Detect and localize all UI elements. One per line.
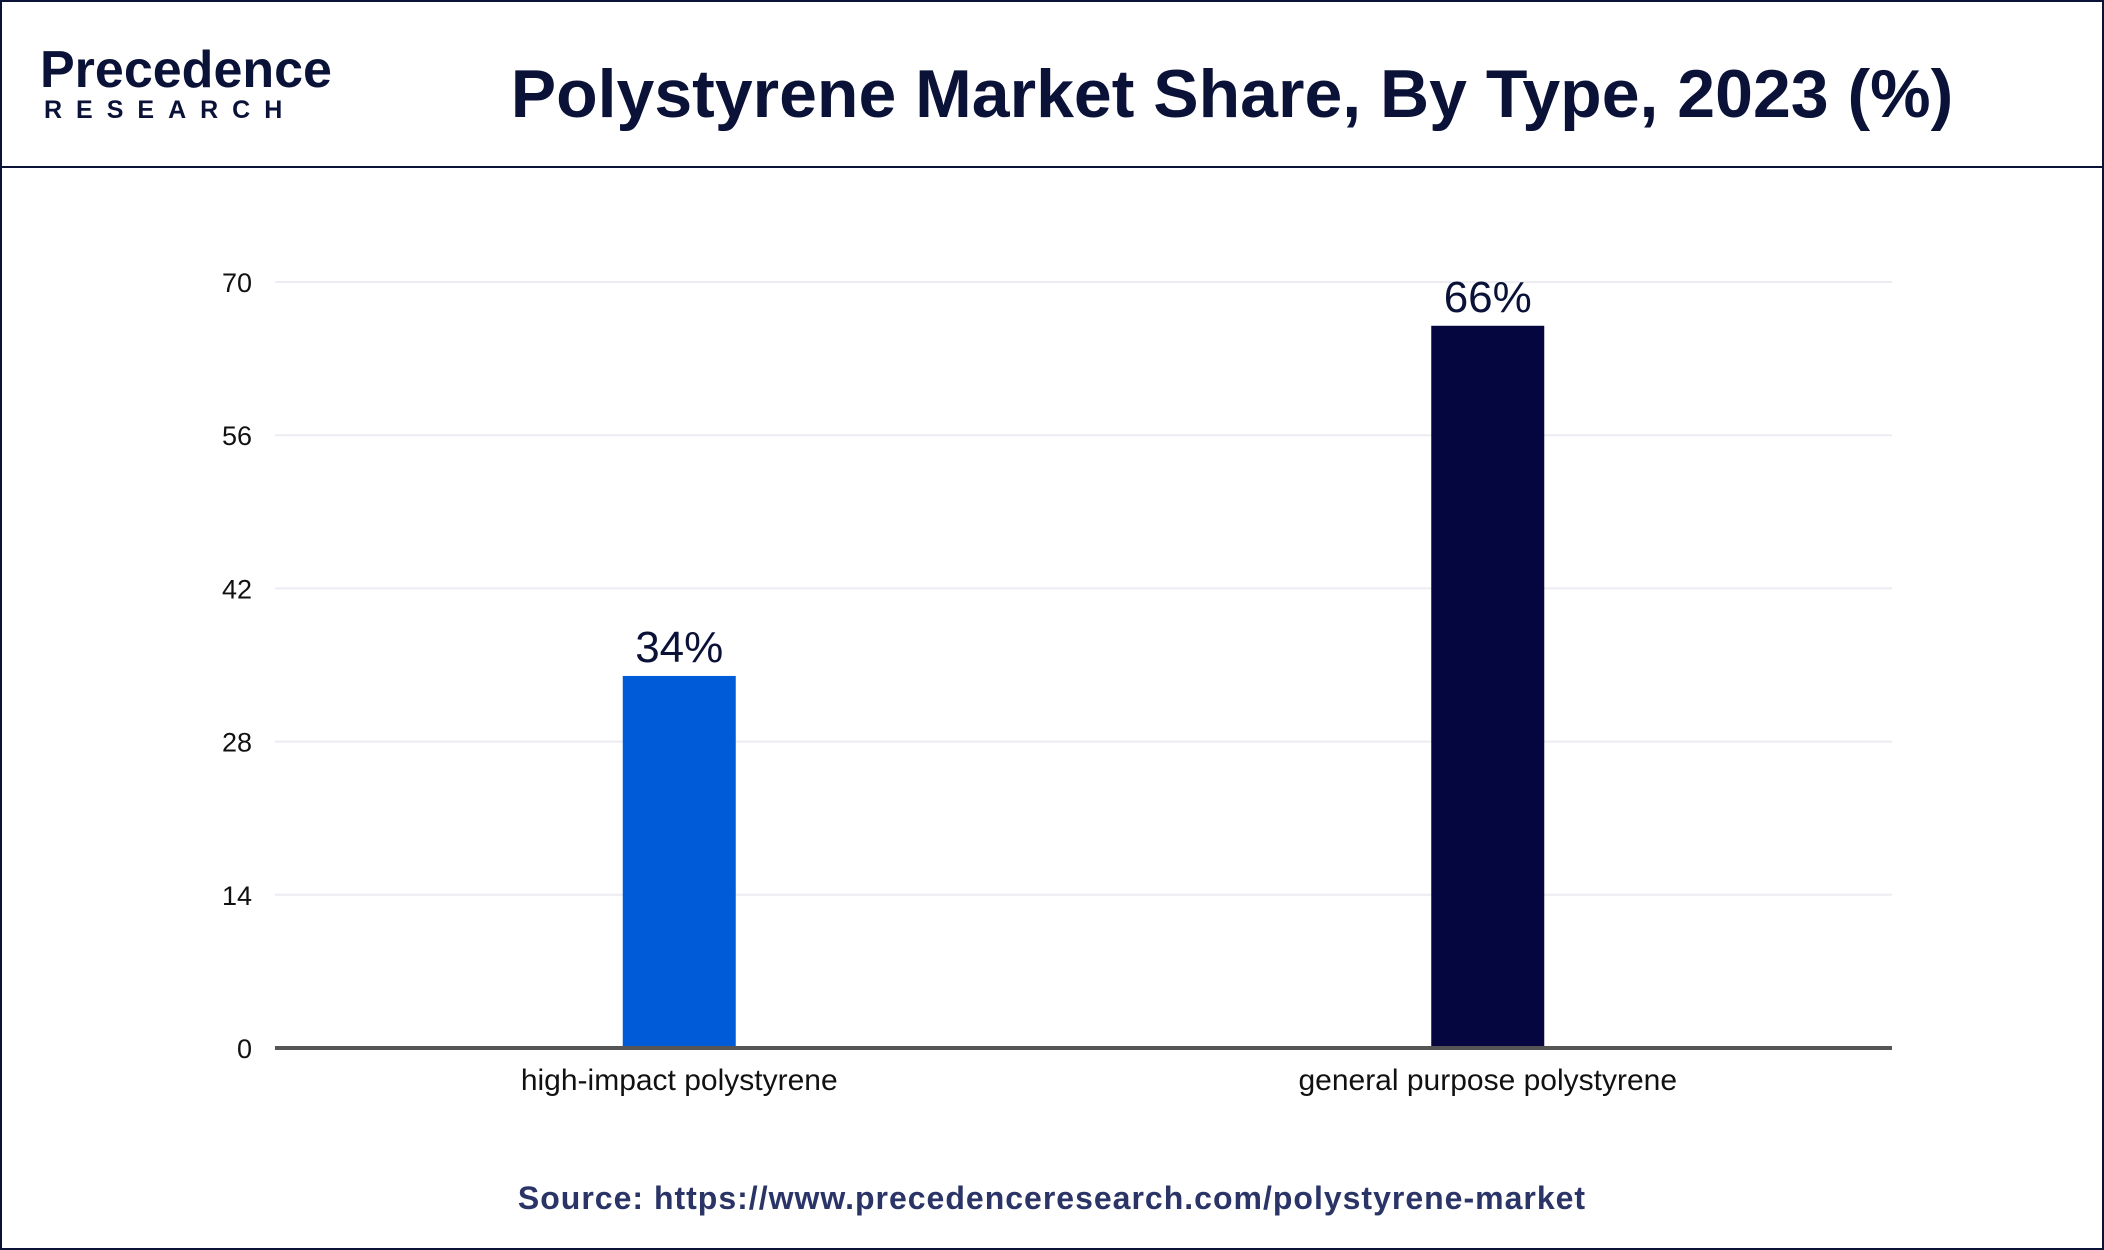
bar xyxy=(622,675,736,1048)
y-tick-label: 70 xyxy=(222,268,252,298)
x-axis: high-impact polystyrene general purpose p… xyxy=(275,1046,1892,1097)
precedence-research-logo: Precedence RESEARCH xyxy=(40,40,332,124)
header: Precedence RESEARCH Polystyrene Market S… xyxy=(2,2,2102,168)
y-tick-label: 42 xyxy=(222,574,252,604)
y-tick-label: 0 xyxy=(237,1034,252,1064)
bars xyxy=(622,325,1545,1048)
y-axis: 0 14 28 42 56 70 xyxy=(222,268,252,1064)
y-tick-label: 28 xyxy=(222,728,252,758)
data-label: 66% xyxy=(1444,273,1532,322)
y-tick-label: 14 xyxy=(222,881,252,911)
x-tick-label: high-impact polystyrene xyxy=(521,1064,838,1097)
data-label: 34% xyxy=(635,623,723,672)
bar xyxy=(1431,325,1545,1048)
data-labels: 34% 66% xyxy=(635,273,1532,672)
x-tick-label: general purpose polystyrene xyxy=(1298,1064,1677,1097)
chart-title: Polystyrene Market Share, By Type, 2023 … xyxy=(510,56,1954,132)
logo-subtitle: RESEARCH xyxy=(44,96,297,124)
bar-chart: 0 14 28 42 56 70 34% 66% high-impact polystyre… xyxy=(222,268,1892,1097)
source-note: Source: https://www.precedenceresearch.c… xyxy=(517,1180,1587,1216)
gridlines xyxy=(275,281,1892,896)
logo-wordmark: Precedence xyxy=(40,41,332,99)
y-tick-label: 56 xyxy=(222,421,252,451)
